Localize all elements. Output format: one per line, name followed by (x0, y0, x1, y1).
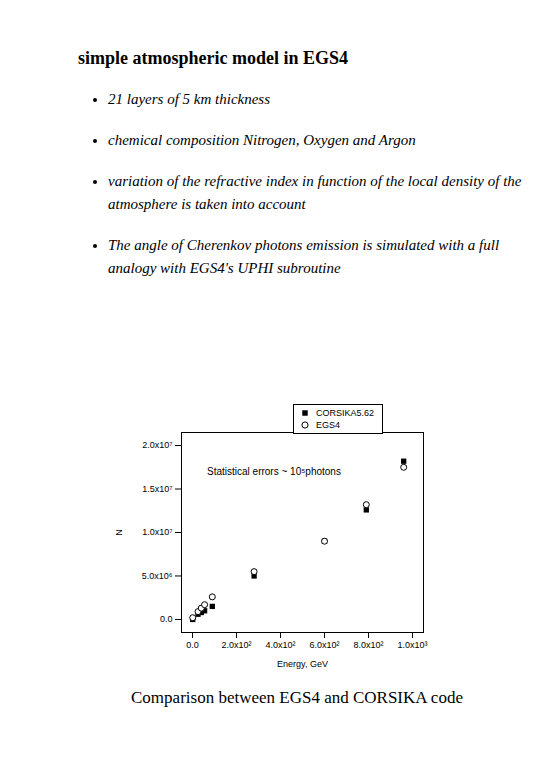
svg-text:1.0x10³: 1.0x10³ (397, 640, 427, 650)
svg-text:2.0x10²: 2.0x10² (221, 640, 251, 650)
svg-text:1.0x10⁷: 1.0x10⁷ (142, 527, 172, 537)
html-text:EGS4: EGS4 (316, 420, 340, 430)
html-text:Comparison between EGS4 and CO: Comparison between EGS4 and CORSIKA code (131, 688, 463, 707)
svg-text:8.0x10²: 8.0x10² (353, 640, 383, 650)
svg-text:1.5x10⁷: 1.5x10⁷ (142, 484, 172, 494)
svg-text:6.0x10²: 6.0x10² (309, 640, 339, 650)
html-text:Statistical errors ~ 10⁵photon: Statistical errors ~ 10⁵photons (207, 466, 341, 477)
svg-text:5.0x10⁶: 5.0x10⁶ (142, 571, 173, 581)
svg-text:2.0x10⁷: 2.0x10⁷ (142, 440, 172, 450)
html-text:chemical composition Nitrogen,: chemical composition Nitrogen, Oxygen an… (108, 132, 416, 148)
svg-text:0.0: 0.0 (186, 640, 199, 650)
svg-text:0.0: 0.0 (160, 614, 173, 624)
svg-text:4.0x10²: 4.0x10² (265, 640, 295, 650)
html-text:CORSIKA5.62: CORSIKA5.62 (316, 408, 374, 418)
html-text:21 layers of 5 km thickness: 21 layers of 5 km thickness (108, 91, 271, 107)
svg-text:N: N (114, 529, 124, 536)
html-text:The angle of Cherenkov photons: The angle of Cherenkov photons emission … (108, 237, 500, 276)
svg-text:Energy, GeV: Energy, GeV (277, 659, 328, 669)
html-text:variation of the refractive in: variation of the refractive index in fun… (108, 173, 522, 212)
html-text:simple atmospheric model in EG: simple atmospheric model in EGS4 (78, 48, 348, 68)
